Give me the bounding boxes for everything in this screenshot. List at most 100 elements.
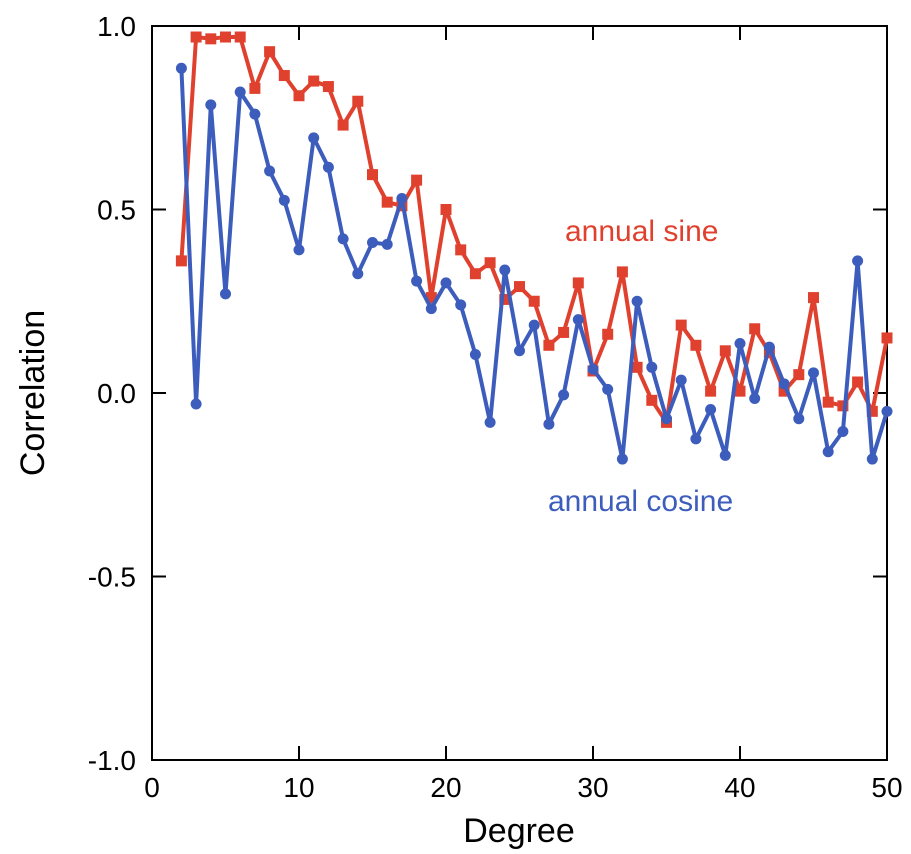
data-point-annual-sine: [572, 277, 584, 289]
data-point-annual-sine: [543, 339, 555, 351]
x-axis-title: Degree: [463, 812, 575, 850]
data-point-annual-cosine: [411, 275, 423, 287]
data-point-annual-cosine: [558, 389, 570, 401]
data-point-annual-cosine: [749, 393, 761, 405]
data-point-annual-cosine: [866, 453, 878, 465]
series-label-annual-sine: annual sine: [565, 215, 718, 248]
data-point-annual-sine: [631, 361, 643, 373]
data-point-annual-sine: [616, 266, 628, 278]
x-tick-label: 40: [724, 772, 755, 803]
data-point-annual-sine: [866, 405, 878, 417]
data-point-annual-cosine: [719, 449, 731, 461]
data-point-annual-sine: [337, 119, 349, 131]
data-point-annual-cosine: [440, 277, 452, 289]
data-point-annual-sine: [558, 326, 570, 338]
x-tick-label: 30: [577, 772, 608, 803]
data-point-annual-cosine: [499, 264, 511, 276]
data-point-annual-sine: [646, 394, 658, 406]
data-point-annual-sine: [778, 385, 790, 397]
data-point-annual-sine: [852, 376, 864, 388]
data-point-annual-sine: [793, 369, 805, 381]
data-point-annual-cosine: [837, 426, 849, 438]
series-label-annual-cosine: annual cosine: [548, 485, 733, 518]
data-point-annual-cosine: [352, 268, 364, 280]
data-point-annual-sine: [749, 323, 761, 335]
data-point-annual-cosine: [220, 288, 231, 300]
data-point-annual-cosine: [308, 132, 320, 144]
data-point-annual-cosine: [661, 413, 672, 425]
data-point-annual-sine: [175, 255, 187, 267]
data-point-annual-sine: [264, 46, 276, 58]
data-point-annual-cosine: [881, 405, 893, 417]
data-point-annual-sine: [719, 345, 731, 357]
data-point-annual-cosine: [572, 314, 584, 326]
data-point-annual-sine: [440, 204, 452, 215]
data-point-annual-cosine: [234, 86, 246, 98]
data-point-annual-cosine: [425, 303, 437, 315]
data-point-annual-sine: [190, 31, 202, 43]
data-point-annual-sine: [690, 339, 702, 351]
data-point-annual-cosine: [778, 378, 790, 390]
data-point-annual-sine: [734, 385, 746, 397]
data-point-annual-cosine: [469, 348, 481, 360]
data-point-annual-sine: [499, 293, 511, 305]
data-point-annual-sine: [322, 81, 334, 93]
data-point-annual-sine: [881, 332, 893, 344]
data-point-annual-sine: [484, 257, 496, 269]
series-layer: [175, 31, 893, 465]
data-point-annual-cosine: [646, 361, 658, 373]
data-point-annual-sine: [528, 295, 540, 307]
data-point-annual-sine: [455, 244, 467, 256]
data-point-annual-cosine: [763, 341, 775, 353]
data-point-annual-sine: [705, 385, 717, 397]
series-annual-cosine: [175, 62, 893, 465]
data-point-annual-cosine: [587, 363, 599, 375]
data-point-annual-sine: [381, 196, 393, 208]
data-point-annual-cosine: [528, 319, 540, 331]
data-point-annual-cosine: [337, 233, 349, 245]
data-point-annual-cosine: [690, 433, 702, 445]
data-point-annual-cosine: [484, 416, 496, 428]
data-point-annual-cosine: [278, 194, 290, 206]
data-point-annual-sine: [249, 82, 261, 94]
y-tick-label: -1.0: [88, 745, 136, 776]
series-annual-sine: [175, 31, 893, 428]
data-point-annual-sine: [837, 400, 849, 412]
y-tick-label: 0.5: [97, 195, 136, 226]
data-point-annual-cosine: [852, 255, 864, 267]
y-tick-label: -0.5: [88, 562, 136, 593]
data-point-annual-cosine: [543, 418, 555, 430]
data-point-annual-cosine: [675, 374, 687, 386]
data-point-annual-sine: [205, 33, 217, 45]
x-tick-label: 0: [144, 772, 160, 803]
data-point-annual-cosine: [455, 299, 467, 311]
data-point-annual-cosine: [175, 62, 187, 74]
data-point-annual-sine: [352, 95, 364, 107]
data-point-annual-sine: [293, 90, 305, 102]
data-point-annual-cosine: [396, 192, 408, 204]
data-point-annual-cosine: [514, 345, 525, 357]
data-point-annual-cosine: [631, 295, 643, 307]
data-point-annual-sine: [602, 328, 614, 340]
data-point-annual-cosine: [381, 238, 393, 250]
data-point-annual-sine: [469, 268, 481, 280]
data-point-annual-cosine: [734, 337, 746, 349]
data-point-annual-cosine: [808, 367, 819, 379]
data-point-annual-cosine: [793, 413, 805, 425]
data-point-annual-cosine: [822, 446, 834, 458]
data-point-annual-sine: [514, 281, 525, 293]
y-axis-title: Correlation: [14, 310, 52, 476]
data-point-annual-cosine: [616, 453, 628, 465]
data-point-annual-cosine: [367, 237, 378, 249]
data-point-annual-sine: [411, 174, 423, 186]
series-line-annual-cosine: [179, 68, 889, 462]
axis-ticks: 0 10 20 30 40 50 -1.0 -0.5 0.0 0.5 1.0: [88, 11, 903, 803]
series-line-annual-sine: [179, 35, 889, 425]
data-point-annual-sine: [425, 292, 437, 304]
data-point-annual-sine: [822, 396, 834, 408]
data-point-annual-sine: [308, 75, 320, 87]
data-point-annual-cosine: [190, 398, 202, 410]
data-point-annual-cosine: [705, 404, 717, 416]
data-point-annual-sine: [367, 169, 378, 181]
